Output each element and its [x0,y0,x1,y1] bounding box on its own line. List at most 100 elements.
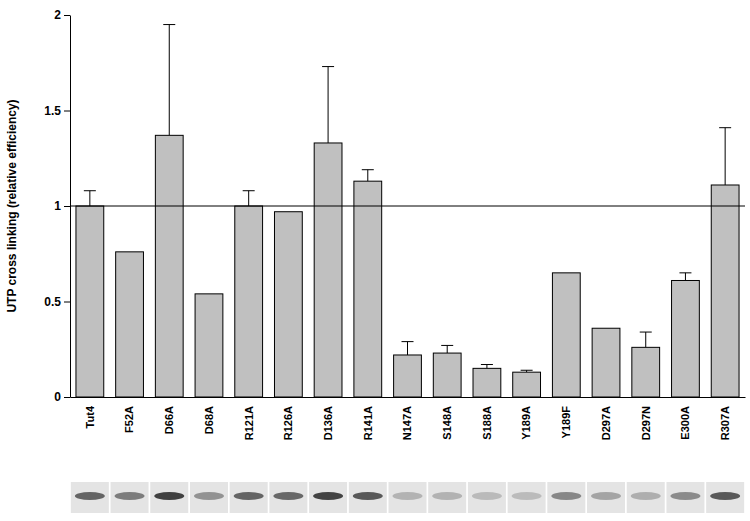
x-tick-label: Tut4 [84,405,96,428]
y-tick-mark [64,206,70,207]
y-axis-title: UTP cross linking (relative efficiency) [5,99,19,312]
bar [513,372,541,397]
error-cap [402,341,414,342]
error-bar [322,67,334,143]
y-tick-label: 0.5 [44,295,61,309]
gel-band [393,492,423,500]
x-tick: E300A [679,397,691,440]
gel-lane [309,482,347,513]
gel-band [194,492,224,500]
x-tick-label: R141A [362,406,374,440]
bar [76,206,104,397]
y-tick: 1 [54,199,70,213]
gel-strip [71,482,744,513]
error-stem [89,191,90,206]
gel-lane [150,482,188,513]
gel-band [631,492,661,500]
x-tick: F52A [123,397,135,433]
x-tick: D68A [203,397,215,434]
y-tick: 1.5 [44,104,70,118]
gel-background [587,482,625,513]
x-tick-label: D297N [640,406,652,440]
error-cap [441,345,453,346]
bars [70,25,745,397]
bar [592,328,620,397]
reference-line [70,206,745,207]
error-stem [169,25,170,136]
y-tick-label: 2 [54,8,61,22]
x-tick: N147A [401,397,413,440]
bar [552,273,580,397]
error-cap [84,190,96,191]
y-axis: 00.511.52 [44,8,70,404]
error-bar [402,342,414,355]
gel-background [547,482,585,513]
bar [116,252,144,397]
x-axis-line [71,397,746,398]
x-tick-label: D68A [203,406,215,434]
error-bar [163,25,175,136]
gel-background [150,482,188,513]
gel-lane [587,482,625,513]
x-tick-label: D66A [163,406,175,434]
error-cap [679,272,691,273]
gel-background [508,482,546,513]
bar [672,280,700,397]
x-tick-label: R307A [719,406,731,440]
y-tick: 0.5 [44,295,70,309]
gel-band [432,492,462,500]
x-axis: Tut4F52AD66AD68AR121AR126AD136AR141AN147… [71,397,746,440]
x-tick: D297N [640,397,652,440]
x-tick: R307A [719,397,731,440]
bar [632,347,660,397]
gel-lane [389,482,427,513]
error-bar [640,332,652,347]
x-tick-label: Y189A [520,406,532,440]
bar [711,185,739,397]
error-stem [645,332,646,347]
chart: 00.511.52Tut4F52AD66AD68AR121AR126AD136A… [0,0,750,521]
gel-background [389,482,427,513]
gel-band [710,492,740,500]
error-cap [481,364,493,365]
error-stem [328,67,329,143]
y-axis-line [70,16,71,398]
x-tick-label: D297A [600,406,612,440]
gel-lane [666,482,704,513]
gel-band [670,492,700,500]
gel-background [190,482,228,513]
x-tick: D66A [163,397,175,434]
error-cap [362,169,374,170]
bar [394,355,422,397]
x-tick-label: N147A [401,406,413,440]
y-tick-label: 1 [54,199,61,213]
gel-lane [71,482,109,513]
gel-band [75,492,105,500]
error-stem [447,345,448,353]
error-stem [486,365,487,369]
gel-lane [468,482,506,513]
x-tick-label: Y189F [560,406,572,439]
x-tick-label: S148A [441,406,453,440]
error-stem [407,342,408,355]
gel-lane [230,482,268,513]
bar [195,294,223,397]
error-cap [640,332,652,333]
gel-lane [190,482,228,513]
x-tick-label: D136A [322,406,334,440]
y-tick: 2 [54,8,70,22]
error-stem [248,191,249,206]
gel-band [512,492,542,500]
y-tick-mark [64,111,70,112]
gel-background [269,482,307,513]
error-stem [725,128,726,185]
gel-background [349,482,387,513]
error-cap [163,24,175,25]
x-tick: Y189A [520,397,532,440]
gel-band [115,492,145,500]
y-tick-mark [64,302,70,303]
gel-lane [428,482,466,513]
bar [354,181,382,397]
error-bar [243,191,255,206]
gel-band [472,492,502,500]
